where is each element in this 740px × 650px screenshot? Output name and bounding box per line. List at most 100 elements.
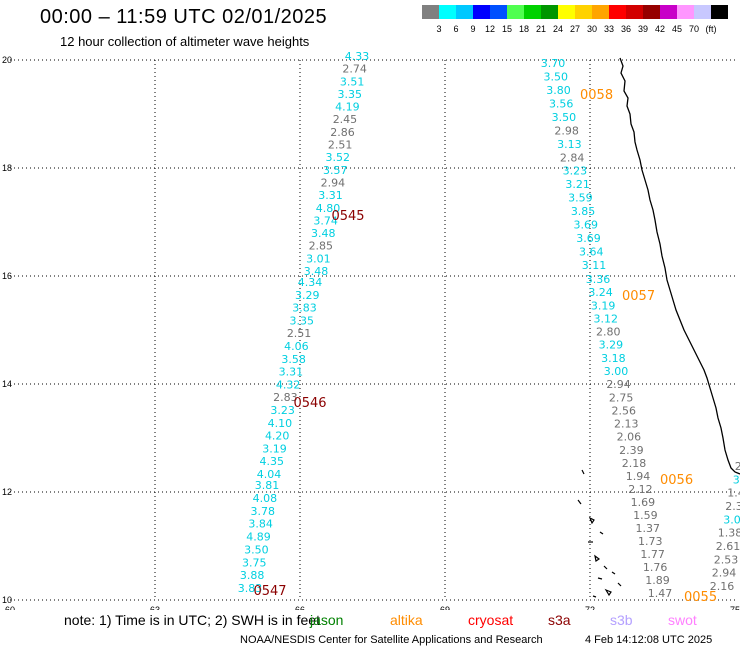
wave-height-value: 2.75: [609, 391, 634, 404]
wave-height-value: 3.50: [543, 70, 568, 83]
wave-height-value: 3.35: [338, 88, 363, 101]
wave-height-value: 1.77: [640, 548, 665, 561]
satellite-swot: swot: [668, 612, 697, 628]
wave-height-value: 1.37: [636, 522, 661, 535]
lat-tick-label: 14: [2, 379, 12, 389]
wave-height-value: 2.80: [596, 326, 621, 339]
pass-time-label: 0547: [253, 584, 286, 599]
generation-timestamp: 4 Feb 14:12:08 UTC 2025: [585, 634, 713, 646]
wave-height-value: 2.94: [712, 567, 737, 580]
wave-height-value: 1.73: [638, 535, 663, 548]
wave-height-value: 3.31: [318, 189, 343, 202]
colorbar-label: 24: [552, 24, 563, 34]
wave-height-value: 2.13: [614, 418, 639, 431]
wave-height-value: 3.29: [295, 289, 320, 302]
colorbar-label: 9: [470, 24, 476, 34]
wave-height-value: 1.89: [645, 574, 670, 587]
colorbar-label: 18: [518, 24, 529, 34]
wave-height-value: 4.04: [257, 468, 282, 481]
track-0545: 4.332.743.513.354.192.452.862.513.523.57…: [304, 50, 370, 278]
wave-height-value: 2.39: [619, 444, 644, 457]
lon-tick-label: 72: [585, 605, 595, 610]
wave-height-value: 3.50: [244, 543, 269, 556]
credit-line: NOAA/NESDIS Center for Satellite Applica…: [240, 634, 543, 646]
colorbar-label: 45: [671, 24, 682, 34]
colorbar-label: 30: [586, 24, 597, 34]
wave-height-value: 3.57: [323, 164, 348, 177]
footer-note: note: 1) Time is in UTC; 2) SWH is in fe…: [64, 612, 320, 628]
wave-height-value: 3.83: [238, 582, 263, 595]
wave-height-value: 3.35: [290, 314, 315, 327]
wave-height-value: 3.23: [270, 404, 295, 417]
wave-height-value: 3.56: [549, 97, 574, 110]
wave-height-value: 2.85: [309, 240, 334, 253]
wave-height-value: 1.76: [643, 561, 668, 574]
wave-height-value: 3.70: [541, 57, 566, 70]
wave-height-value: 4.08: [253, 492, 278, 505]
wave-height-value: 2.61: [716, 540, 740, 553]
satellite-jason: jason: [310, 612, 344, 628]
colorbar-label: 36: [620, 24, 631, 34]
wave-height-value: 1.69: [631, 496, 656, 509]
colorbar-swatch: [575, 5, 592, 19]
colorbar-swatch: [592, 5, 609, 19]
lon-tick-label: 75: [730, 605, 740, 610]
colorbar-label: 33: [603, 24, 614, 34]
satellite-cryosat: cryosat: [468, 612, 514, 628]
wave-height-value: 2.12: [628, 483, 653, 496]
satellite-altika: altika: [390, 612, 423, 628]
wave-height-value: 2.3: [725, 500, 740, 513]
wave-height-value: 2.74: [342, 63, 367, 76]
colorbar-swatch: [456, 5, 473, 19]
track-0546: 4.343.293.833.352.514.063.583.314.322.83…: [257, 276, 327, 481]
wave-height-value: 4.89: [246, 531, 271, 544]
colorbar-swatch: [677, 5, 694, 19]
colorbar-label: 21: [535, 24, 546, 34]
wave-height-value: 3.11: [582, 259, 607, 272]
satellite-s3a: s3a: [548, 612, 571, 628]
pass-time-label: 0058: [580, 88, 613, 103]
wave-height-value: 3.31: [279, 366, 304, 379]
wave-height-value: 4.35: [259, 455, 284, 468]
wave-height-value: 2.16: [710, 580, 735, 593]
lat-tick-label: 20: [2, 55, 12, 65]
colorbar-label: 27: [569, 24, 580, 34]
wave-height-value: 3.58: [281, 353, 306, 366]
colorbar-swatch: [473, 5, 490, 19]
colorbar-label: 6: [453, 24, 459, 34]
wave-height-value: 3.19: [262, 442, 287, 455]
wave-height-value: 3.51: [340, 75, 365, 88]
wave-height-value: 3.0: [723, 513, 740, 526]
altimeter-tracks: 4.332.743.513.354.192.452.862.513.523.57…: [238, 50, 740, 605]
pass-time-label: 0056: [660, 473, 693, 488]
colorbar-swatch: [694, 5, 711, 19]
wave-height-value: 3.48: [304, 265, 329, 278]
pass-time-label: 0055: [684, 590, 717, 605]
wave-height-value: 3.12: [593, 312, 618, 325]
lat-tick-label: 18: [2, 163, 12, 173]
colorbar-label: 70: [688, 24, 699, 34]
wave-height-value: 3.29: [599, 339, 624, 352]
wave-height-value: 1.38: [718, 527, 740, 540]
colorbar-swatch: [439, 5, 456, 19]
wave-height-value: 2.98: [554, 124, 579, 137]
wave-height-value: 4.10: [268, 417, 293, 430]
wave-height-value: 3.24: [588, 286, 613, 299]
lon-tick-label: 63: [150, 605, 160, 610]
wave-height-value: 3.69: [574, 219, 599, 232]
colorbar-swatch: [609, 5, 626, 19]
wave-height-value: 3.75: [242, 556, 267, 569]
colorbar-swatch: [507, 5, 524, 19]
wave-height-value: 1.94: [626, 470, 651, 483]
wave-height-value: 3.00: [604, 365, 629, 378]
colorbar-label: (ft): [705, 24, 717, 34]
wave-height-value: 4.20: [265, 430, 290, 443]
wave-height-value: 4.06: [284, 340, 309, 353]
wave-height-value: 3.88: [240, 569, 265, 582]
track-0056: 1.942.121.691.591.371.731.771.761.891.47…: [626, 470, 693, 600]
coastline: [619, 57, 740, 475]
lat-tick-label: 10: [2, 595, 12, 605]
colorbar-label: 3: [436, 24, 442, 34]
